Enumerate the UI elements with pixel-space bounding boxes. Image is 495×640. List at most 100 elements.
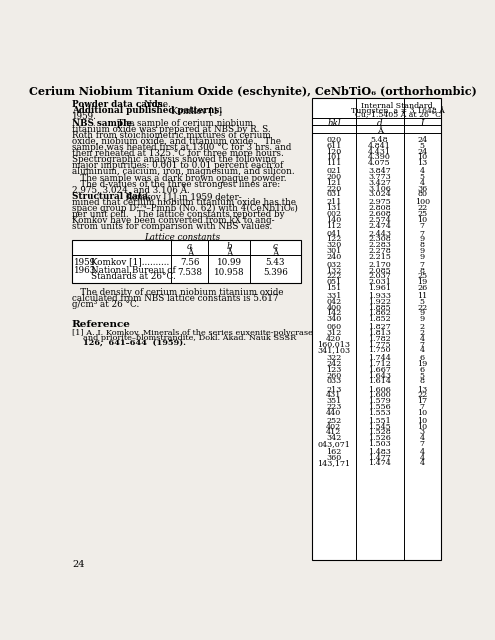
Text: 1.556: 1.556 [368,403,391,411]
Text: mined that cerium niobium titanium oxide has the: mined that cerium niobium titanium oxide… [72,198,296,207]
Text: 240: 240 [326,253,342,260]
Text: 11: 11 [417,292,427,300]
Text: 2.608: 2.608 [368,210,391,218]
Text: Structural data.: Structural data. [72,192,151,202]
Text: d: d [377,119,383,128]
Text: 80: 80 [417,190,427,198]
Text: 24: 24 [417,148,427,156]
Text: Komkov [1]: Komkov [1] [163,106,222,115]
Text: 200: 200 [326,173,342,181]
Text: 2: 2 [420,323,425,332]
Text: 4.390: 4.390 [368,154,391,161]
Text: 2.474: 2.474 [368,221,391,230]
Text: 301: 301 [326,247,342,255]
Text: Komkov [1] in 1959 deter-: Komkov [1] in 1959 deter- [120,192,242,202]
Text: 2.278: 2.278 [368,247,391,255]
Text: per unit cell.   The lattice constants reported by: per unit cell. The lattice constants rep… [72,211,285,220]
Text: 2.808: 2.808 [368,204,391,212]
Text: 10.99: 10.99 [217,257,242,267]
Text: 252: 252 [326,417,342,425]
Text: Powder data cards.: Powder data cards. [72,100,166,109]
Text: 120: 120 [326,148,342,156]
Text: 5: 5 [420,372,425,380]
Text: 3.847: 3.847 [368,167,391,175]
Text: National Bureau of: National Bureau of [91,266,175,275]
Text: The d-values of the three strongest lines are:: The d-values of the three strongest line… [72,179,280,189]
Text: 5.48: 5.48 [371,136,389,144]
Text: 331: 331 [326,292,342,300]
Text: Cerium Niobium Titanium Oxide (eschynite), CeNbTiO₆ (orthorhombic): Cerium Niobium Titanium Oxide (eschynite… [29,86,477,97]
Text: 1.885: 1.885 [368,303,391,312]
Text: 2.037: 2.037 [368,273,391,280]
Text: The density of cerium niobium titanium oxide: The density of cerium niobium titanium o… [72,289,284,298]
Text: 36: 36 [417,184,427,193]
Text: 042: 042 [326,298,342,306]
Text: 2.975: 2.975 [368,198,391,207]
Text: 060: 060 [326,323,342,332]
Text: 260: 260 [326,372,342,380]
Text: 10: 10 [417,154,427,161]
Text: 1.545: 1.545 [368,422,391,431]
Text: 6: 6 [420,355,425,362]
Text: Å: Å [226,249,233,258]
Text: 131: 131 [326,204,342,212]
Text: 2.283: 2.283 [368,241,391,249]
Text: oxide, niobium oxide, and titanium oxide.   The: oxide, niobium oxide, and titanium oxide… [72,137,281,146]
Text: aluminum, calcium, iron, magnesium, and silicon.: aluminum, calcium, iron, magnesium, and … [72,167,295,176]
Text: 1.643: 1.643 [368,372,391,380]
Text: 4: 4 [420,335,425,343]
Text: 9: 9 [420,236,425,243]
Text: 13: 13 [417,159,427,167]
Text: 5: 5 [420,142,425,150]
Text: 4: 4 [420,448,425,456]
Text: 440: 440 [326,409,342,417]
Text: 9: 9 [420,253,425,260]
Text: 123: 123 [326,366,342,374]
Text: 8: 8 [420,267,425,275]
Text: strom units for comparison with NBS values.: strom units for comparison with NBS valu… [72,222,272,231]
Text: c: c [273,242,278,251]
Text: sample was heated first at 1300 °C for 3 hrs. and: sample was heated first at 1300 °C for 3… [72,143,292,152]
Text: 4.075: 4.075 [368,159,391,167]
Text: 021: 021 [326,167,342,175]
Text: Å: Å [187,249,193,258]
Text: 24: 24 [72,561,85,570]
Text: 7: 7 [420,230,425,237]
Text: Roth from stoichiometric mixtures of cerium: Roth from stoichiometric mixtures of cer… [72,131,271,140]
Text: 1.551: 1.551 [368,417,391,425]
Text: 420: 420 [326,335,342,343]
Text: a: a [187,242,193,251]
Text: 5.43: 5.43 [266,257,285,267]
Text: 22: 22 [417,204,427,212]
Text: 400: 400 [326,303,342,312]
Text: 9: 9 [420,247,425,255]
Text: 142: 142 [326,309,342,317]
Text: and priorite–blomstrandite, Dokl. Akad. Nauk SSSR: and priorite–blomstrandite, Dokl. Akad. … [83,334,296,342]
Text: 1959.: 1959. [72,112,97,121]
Text: 223: 223 [326,403,342,411]
Text: g/cm³ at 26 °C.: g/cm³ at 26 °C. [72,300,139,309]
Text: 360: 360 [326,454,342,461]
Text: 2.031: 2.031 [368,278,391,286]
Text: 26: 26 [417,284,427,292]
Text: 4: 4 [420,167,425,175]
Text: 2.574: 2.574 [368,216,391,224]
Text: 10: 10 [417,422,427,431]
Text: 4: 4 [420,454,425,461]
Text: 121: 121 [326,179,342,187]
Text: 1.933: 1.933 [368,292,391,300]
Text: 1.553: 1.553 [368,409,391,417]
Text: 3.106: 3.106 [368,184,391,193]
Text: 17: 17 [417,397,427,405]
Text: 9: 9 [420,315,425,323]
Text: 122: 122 [326,236,342,243]
Text: 7.56: 7.56 [180,257,199,267]
Text: 242: 242 [326,360,342,368]
Text: 032: 032 [326,261,342,269]
Text: Å: Å [377,127,383,135]
Text: 7: 7 [420,340,425,349]
Text: 2.170: 2.170 [368,261,391,269]
Text: 1.667: 1.667 [368,366,391,374]
Text: Komkov have been converted from kX to ang-: Komkov have been converted from kX to an… [72,216,275,225]
Text: 2: 2 [420,329,425,337]
